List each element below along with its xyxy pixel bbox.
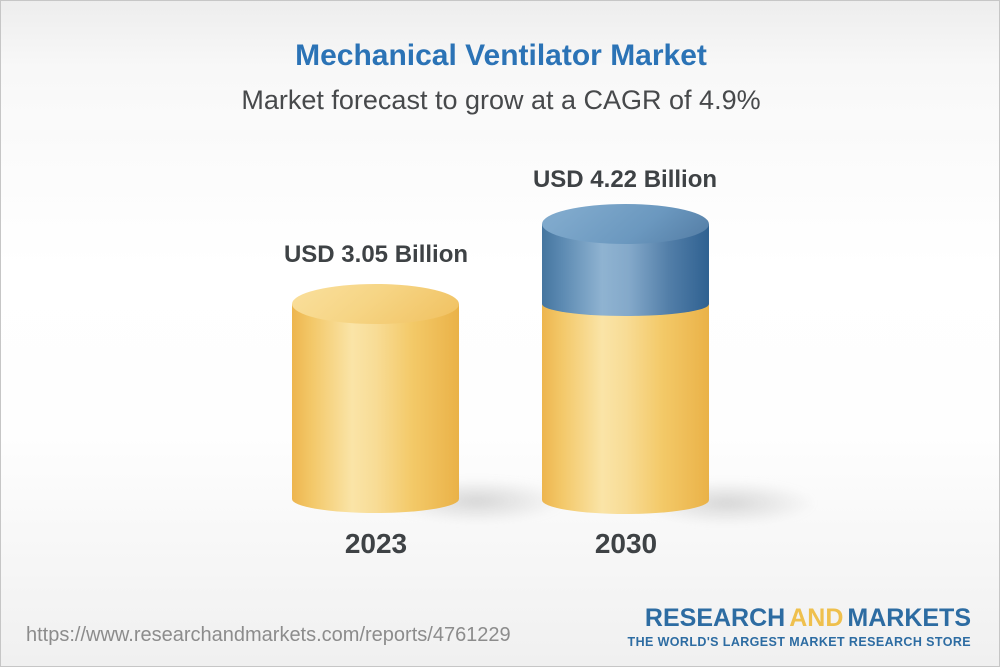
cylinder-2030-base-segment <box>542 304 709 514</box>
logo-word-research: RESEARCH <box>644 604 786 632</box>
cylinder-2023-body <box>292 304 459 513</box>
logo-tagline: THE WORLD'S LARGEST MARKET RESEARCH STOR… <box>627 635 971 649</box>
value-label-2030: USD 4.22 Billion <box>532 166 718 193</box>
report-url: https://www.researchandmarkets.com/repor… <box>26 624 511 646</box>
page-title: Mechanical Ventilator Market <box>295 39 707 72</box>
cylinder-2023-top <box>292 284 459 324</box>
value-label-2023: USD 3.05 Billion <box>283 241 469 268</box>
logo-wordmark: RESEARCH AND MARKETS <box>645 606 971 631</box>
year-label-2023: 2023 <box>344 528 408 559</box>
cylinder-2030-top <box>542 204 709 244</box>
logo-word-markets: MARKETS <box>847 604 971 632</box>
page-subtitle: Market forecast to grow at a CAGR of 4.9… <box>241 85 761 115</box>
year-label-2030: 2030 <box>594 528 658 559</box>
logo-word-and: AND <box>789 604 844 632</box>
research-and-markets-logo: RESEARCH AND MARKETS THE WORLD'S LARGEST M… <box>627 606 971 650</box>
